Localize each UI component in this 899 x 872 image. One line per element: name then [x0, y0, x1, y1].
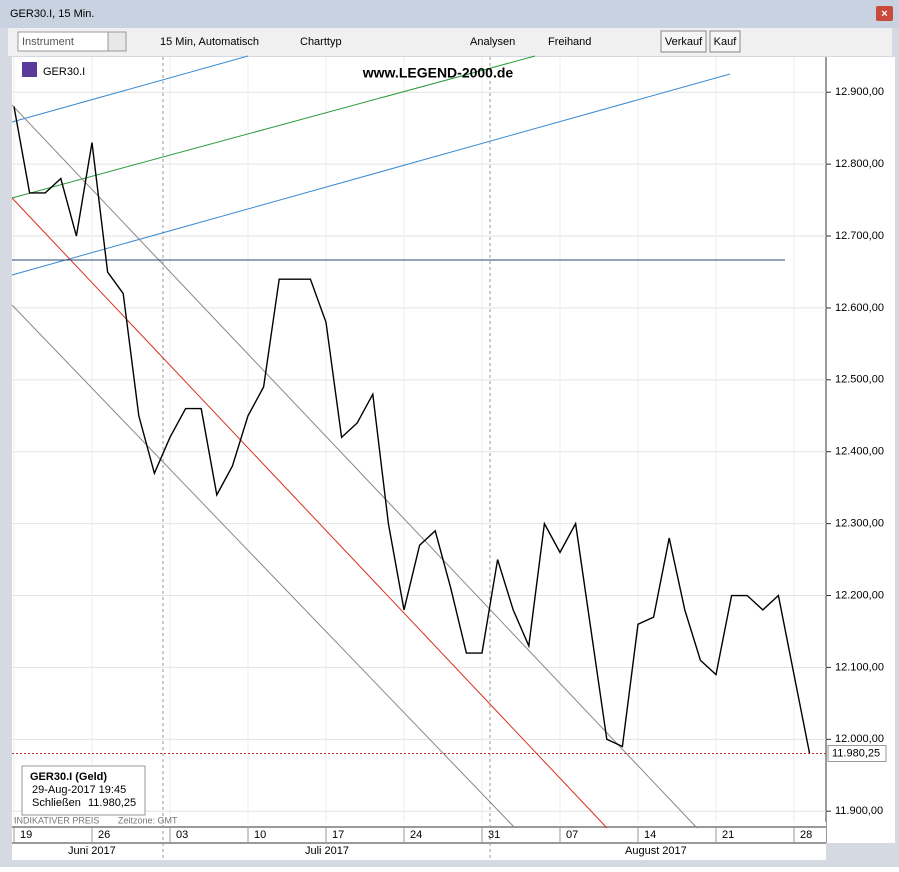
price-type: INDIKATIVER PREIS: [14, 815, 99, 825]
close-button[interactable]: [876, 6, 893, 21]
y-tick-label: 12.700,00: [835, 230, 884, 242]
x-tick-label: 17: [332, 829, 344, 841]
last-price-box: [827, 745, 887, 763]
interval-dropdown[interactable]: 15 Min, Automatisch: [160, 36, 259, 48]
info-box: [21, 765, 146, 816]
grid: [12, 57, 826, 822]
trend-line: [11, 304, 516, 829]
month-label: Juni 2017: [68, 845, 116, 857]
freehand-dropdown[interactable]: Freihand: [548, 36, 591, 48]
symbol-label: GER30.I: [43, 66, 85, 78]
toolbar: [8, 28, 892, 56]
watermark: www.LEGEND-2000.de: [362, 65, 514, 81]
trend-line: [11, 55, 249, 123]
instrument-button[interactable]: [107, 31, 127, 52]
x-tick-label: 10: [254, 829, 266, 841]
price-line: [13, 106, 811, 754]
trend-line: [11, 197, 608, 829]
x-tick-label: 24: [410, 829, 422, 841]
y-tick-label: 12.500,00: [835, 374, 884, 386]
close-icon: ×: [881, 8, 887, 20]
x-tick-label: 07: [566, 829, 578, 841]
info-title: GER30.I (Geld): [30, 771, 107, 783]
instrument-placeholder: Instrument: [22, 36, 74, 48]
month-label: Juli 2017: [305, 845, 349, 857]
y-tick-label: 12.600,00: [835, 302, 884, 314]
x-tick-label: 03: [176, 829, 188, 841]
drawings: [11, 55, 785, 829]
y-axis-area: [826, 57, 895, 843]
y-tick-label: 12.300,00: [835, 518, 884, 530]
x-tick-label: 26: [98, 829, 110, 841]
trend-line: [11, 104, 698, 829]
charttype-dropdown[interactable]: Charttyp: [300, 36, 342, 48]
x-tick-label: 21: [722, 829, 734, 841]
sell-button[interactable]: [660, 30, 707, 53]
analyses-dropdown[interactable]: Analysen: [470, 36, 515, 48]
title-bar: [0, 0, 899, 28]
buy-button[interactable]: [709, 30, 741, 53]
x-tick-label: 19: [20, 829, 32, 841]
window-title: GER30.I, 15 Min.: [10, 8, 94, 20]
plot-area: [12, 57, 826, 822]
y-tick-label: 12.900,00: [835, 86, 884, 98]
month-label: August 2017: [625, 845, 687, 857]
info-close-value: 11.980,25: [88, 797, 136, 809]
sell-label: Verkauf: [665, 36, 703, 48]
info-close-label: Schließen: [32, 797, 81, 809]
y-tick-label: 12.400,00: [835, 446, 884, 458]
x-tick-label: 31: [488, 829, 500, 841]
y-tick-label: 12.800,00: [835, 158, 884, 170]
y-tick-label: 12.200,00: [835, 589, 884, 601]
trend-line: [11, 55, 536, 199]
last-price-label: 11.980,25: [832, 747, 880, 759]
x-tick-label: 14: [644, 829, 656, 841]
y-tick-label: 11.900,00: [835, 805, 883, 817]
buy-label: Kauf: [714, 36, 738, 48]
trend-line: [11, 73, 731, 276]
x-tick-label: 28: [800, 829, 812, 841]
x-axis-area: [12, 822, 826, 860]
y-tick-label: 12.000,00: [835, 733, 884, 745]
timezone: Zeitzone: GMT: [118, 815, 178, 825]
info-time: 29-Aug-2017 19:45: [32, 784, 126, 796]
symbol-icon: [22, 62, 37, 77]
y-tick-label: 12.100,00: [835, 661, 884, 673]
